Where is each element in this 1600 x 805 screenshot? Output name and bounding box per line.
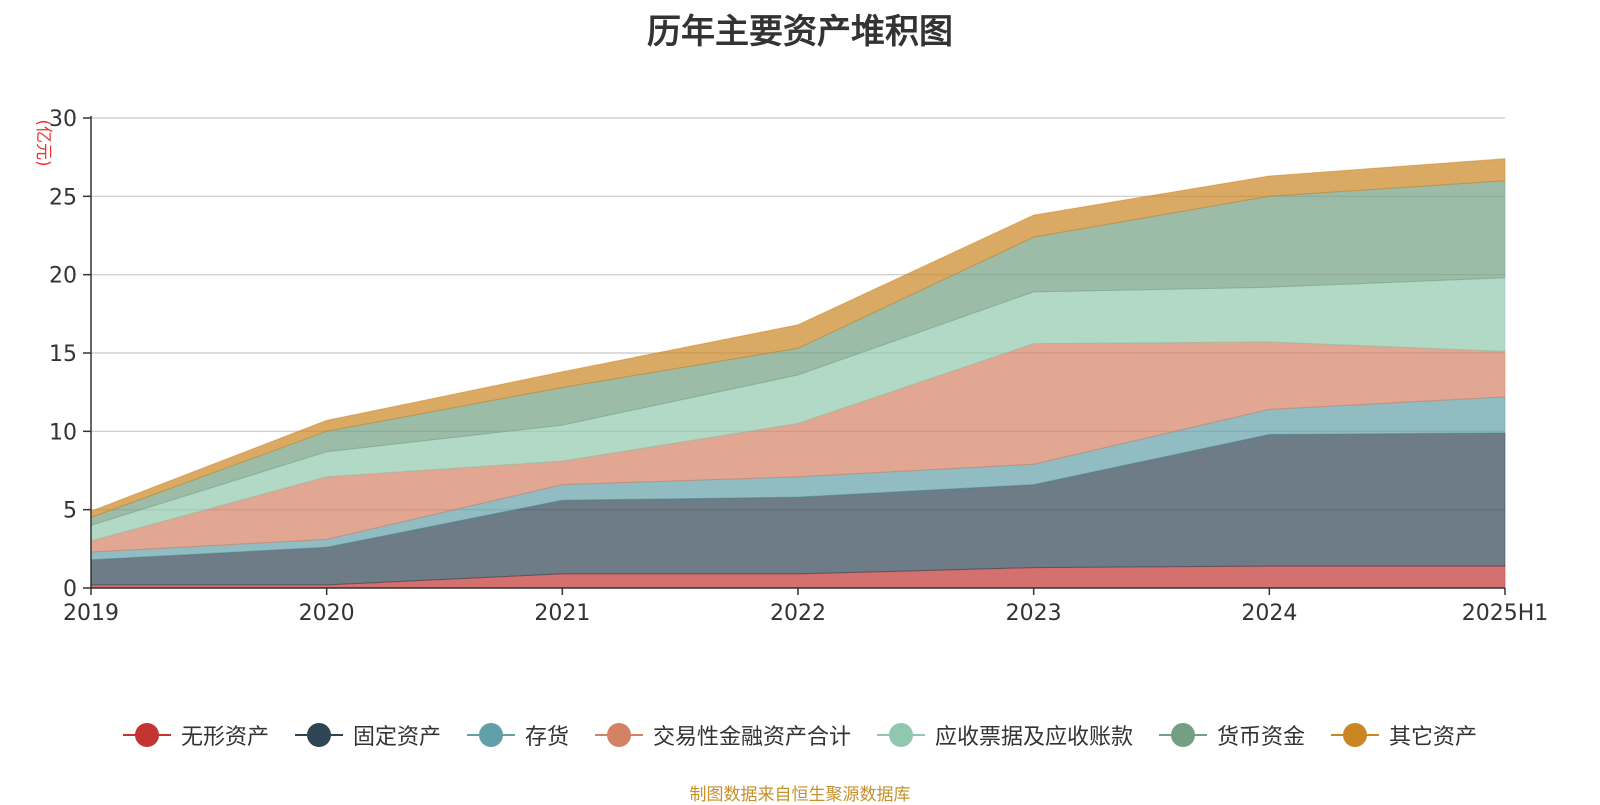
legend-label: 应收票据及应收账款: [935, 725, 1134, 750]
legend-item[interactable]: 货币资金: [1159, 719, 1305, 751]
legend-marker-icon: [122, 723, 171, 747]
data-source-note: 制图数据来自恒生聚源数据库: [689, 785, 911, 805]
legend-item[interactable]: 交易性金融资产合计: [594, 719, 851, 751]
legend: 无形资产 固定资产 存货 交易性金融资产合计 应收票据及应收账款 货币资金 其它资产: [0, 718, 1600, 752]
legend-label: 存货: [524, 725, 569, 750]
y-tick-label: 10: [49, 420, 77, 445]
x-tick-label: 2024: [1241, 601, 1297, 626]
legend-marker-icon: [1331, 723, 1380, 747]
legend-item[interactable]: 应收票据及应收账款: [877, 719, 1133, 751]
legend-label: 货币资金: [1217, 725, 1306, 750]
x-tick-label: 2025H1: [1462, 601, 1549, 626]
y-tick-label: 30: [49, 107, 77, 132]
x-tick-label: 2021: [534, 601, 590, 626]
area-其它资产[interactable]: [90, 158, 1506, 519]
legend-marker-icon: [877, 723, 925, 747]
legend-item[interactable]: 其它资产: [1331, 719, 1477, 751]
legend-marker-icon: [466, 723, 515, 747]
legend-label: 无形资产: [180, 725, 269, 750]
area-series: [90, 158, 1506, 589]
legend-marker-icon: [1159, 723, 1208, 747]
legend-item[interactable]: 存货: [466, 719, 569, 751]
y-axis-unit-label: (亿元): [33, 119, 53, 166]
axes: 0 5 10 15 20 25 30 2019 2020 2021 2022 2023 2024 2025…: [33, 107, 1548, 626]
chart-title: 历年主要资产堆积图: [647, 12, 953, 52]
x-tick-label: 2023: [1006, 601, 1062, 626]
legend-item[interactable]: 无形资产: [122, 719, 269, 751]
legend-marker-icon: [594, 723, 643, 747]
x-tick-label: 2022: [770, 601, 826, 626]
legend-item[interactable]: 固定资产: [294, 719, 441, 751]
x-tick-label: 2019: [63, 601, 119, 626]
x-tick-label: 2020: [299, 601, 355, 626]
y-tick-label: 15: [49, 342, 77, 367]
y-tick-label: 20: [49, 264, 77, 289]
y-tick-label: 5: [63, 499, 77, 524]
stacked-area-chart: 0 5 10 15 20 25 30 2019 2020 2021 2022 2023 2024 2025…: [33, 107, 1548, 626]
y-tick-label: 25: [49, 185, 77, 210]
legend-label: 固定资产: [352, 725, 441, 750]
legend-marker-icon: [294, 723, 343, 747]
y-tick-label: 0: [63, 577, 77, 602]
legend-label: 其它资产: [1389, 725, 1478, 750]
legend-label: 交易性金融资产合计: [652, 725, 851, 750]
